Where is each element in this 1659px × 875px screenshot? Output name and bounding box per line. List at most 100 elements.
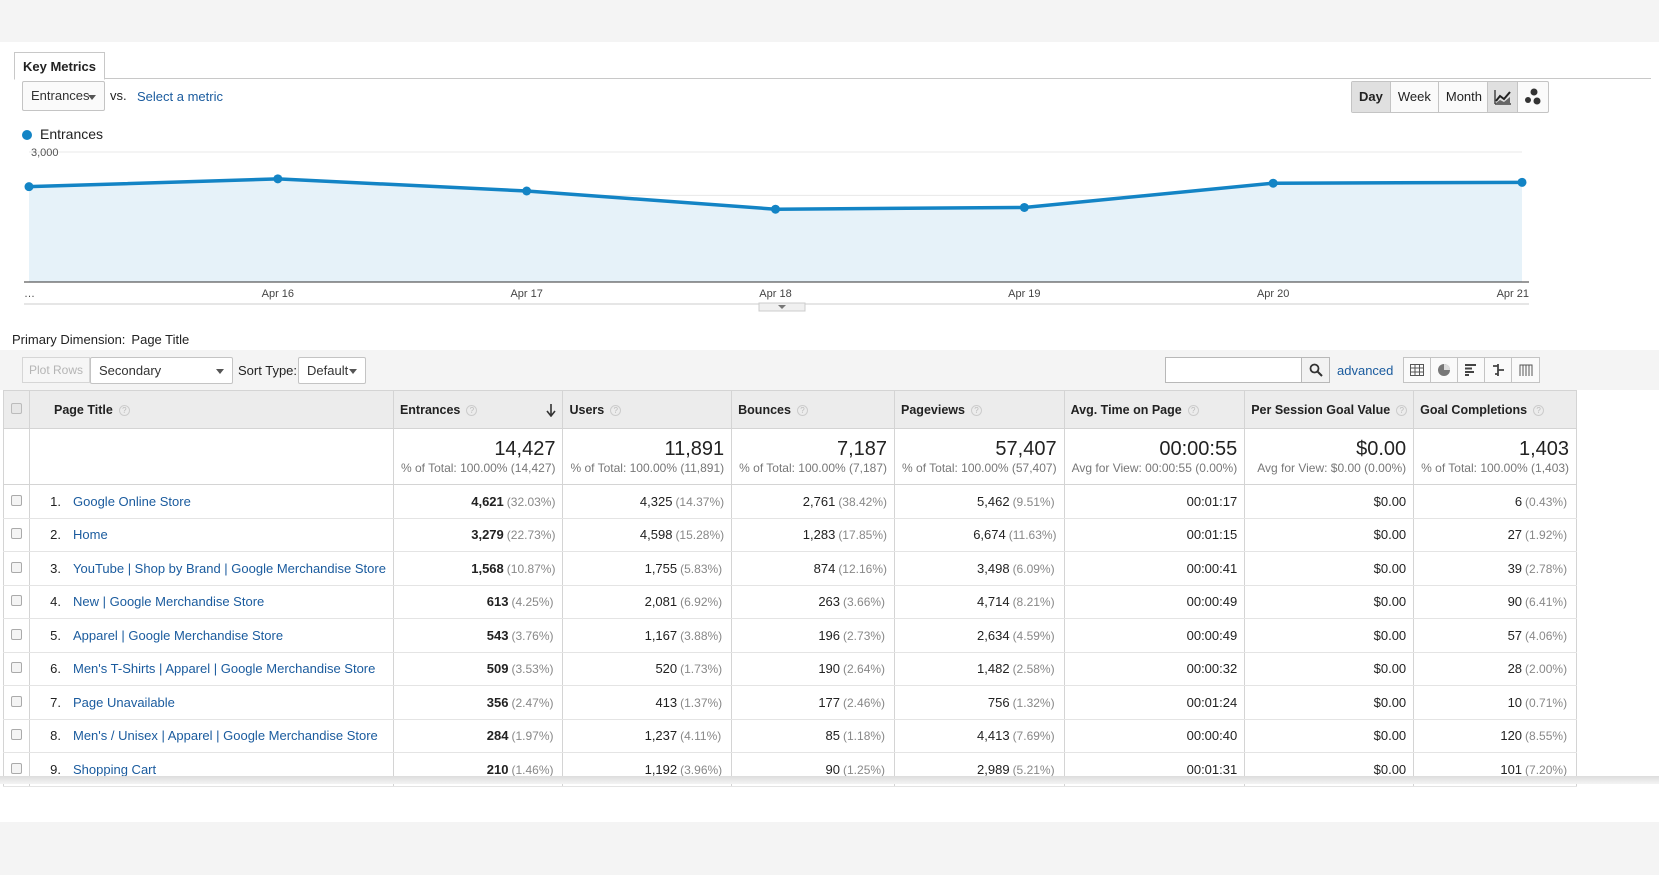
sort-down-arrow-icon <box>546 403 557 417</box>
pageviews-cell: 4,413 (7.69%) <box>894 719 1065 753</box>
data-point <box>771 204 780 214</box>
select-metric-link[interactable]: Select a metric <box>137 89 223 104</box>
primary-dimension-value[interactable]: Page Title <box>131 332 190 347</box>
users-cell: 413 (1.37%) <box>562 685 733 720</box>
table-row[interactable]: 2. Home 3,279 (22.73%) 4,598 (15.28%) 1,283 (17… <box>3 518 1578 552</box>
row-checkbox[interactable] <box>3 685 30 720</box>
help-icon[interactable]: ? <box>118 404 130 416</box>
performance-icon[interactable] <box>1458 358 1485 382</box>
line-chart-icon[interactable] <box>1488 82 1518 112</box>
users-value: 4,325 <box>639 493 673 509</box>
row-checkbox[interactable] <box>3 652 30 686</box>
goal-completions-cell: 27 (1.92%) <box>1413 518 1578 552</box>
page-title-link[interactable]: Men's T-Shirts | Apparel | Google Mercha… <box>73 661 376 677</box>
page-title-link[interactable]: YouTube | Shop by Brand | Google Merchan… <box>73 560 386 576</box>
goal-completions-pct: (6.41%) <box>1525 595 1568 610</box>
entrances-value: 543 <box>486 627 509 643</box>
bounces-pct: (12.16%) <box>838 561 888 576</box>
month-button[interactable]: Month <box>1445 89 1482 104</box>
help-icon[interactable]: ? <box>796 404 808 416</box>
help-icon[interactable]: ? <box>610 404 622 416</box>
users-value: 2,081 <box>644 594 678 610</box>
goal-completions-cell: 120 (8.55%) <box>1413 719 1578 753</box>
goal-completions-value: 28 <box>1507 661 1523 677</box>
row-checkbox[interactable] <box>3 518 30 552</box>
page-title-link[interactable]: Shopping Cart <box>73 761 157 777</box>
row-checkbox[interactable] <box>3 585 30 619</box>
pageviews-value: 3,498 <box>977 560 1010 576</box>
pageviews-pct: (2.58%) <box>1012 662 1055 677</box>
avg-time-cell: 00:00:32 <box>1063 652 1246 686</box>
table-search <box>1165 357 1330 383</box>
table-row[interactable]: 5. Apparel | Google Merchandise Store 543(… <box>3 618 1578 653</box>
goal-value-cell: $0.00 <box>1244 685 1415 720</box>
table-row[interactable]: 3. YouTube | Shop by Brand | Google Merch… <box>3 551 1578 586</box>
row-checkbox[interactable] <box>3 719 30 753</box>
page-title-link[interactable]: Men's / Unisex | Apparel | Google Mercha… <box>73 728 378 744</box>
col-header-page-title[interactable]: Page Title? <box>29 390 394 429</box>
metric-select-value: Entrances <box>31 88 90 103</box>
week-button[interactable]: Week <box>1391 82 1439 112</box>
table-row[interactable]: 1. Google Online Store 4,621 (32.03%) 4,325(… <box>3 484 1578 519</box>
advanced-filter-link[interactable]: advanced <box>1337 363 1394 378</box>
col-header-entrances[interactable]: Entrances? <box>392 390 564 429</box>
table-row[interactable]: 4. New | Google Merchandise Store 613 (4.25… <box>3 585 1578 619</box>
users-pct: (1.37%) <box>680 695 723 710</box>
goal-completions-value: 90 <box>1507 594 1523 610</box>
sort-type-select[interactable]: Default <box>298 357 366 384</box>
comparison-icon[interactable] <box>1485 358 1512 382</box>
bounces-pct: (1.25%) <box>843 762 886 777</box>
search-icon[interactable] <box>1301 358 1329 382</box>
row-checkbox[interactable] <box>3 551 30 586</box>
col-header-users[interactable]: Users? <box>562 390 733 429</box>
chart-legend: Entrances <box>22 126 103 142</box>
table-row[interactable]: 8. Men's / Unisex | Apparel | Google Merc… <box>3 719 1578 753</box>
col-header-goal-value[interactable]: Per Session Goal Value? <box>1244 390 1415 429</box>
col-header-goal-completions[interactable]: Goal Completions? <box>1413 390 1578 429</box>
legend-dot <box>22 130 32 140</box>
chevron-down-icon <box>216 369 224 374</box>
entrances-cell: 543 (3.76%) <box>392 618 564 653</box>
page-title-link[interactable]: Apparel | Google Merchandise Store <box>73 627 284 643</box>
col-header-bounces[interactable]: Bounces? <box>731 390 896 429</box>
series-area <box>29 178 1522 282</box>
entrances-pct: (32.03%) <box>506 494 556 509</box>
vs-label: vs. <box>110 88 127 103</box>
metric-select[interactable]: Entrances <box>22 81 105 111</box>
pivot-icon[interactable] <box>1512 358 1539 382</box>
pie-chart-icon[interactable] <box>1431 358 1458 382</box>
table-row[interactable]: 7. Page Unavailable 356 (2.47%) 413 (1.37%) 17… <box>3 685 1578 720</box>
help-icon[interactable]: ? <box>1187 404 1199 416</box>
goal-completions-pct: (2.78%) <box>1525 561 1568 576</box>
page-title-link[interactable]: Page Unavailable <box>73 694 175 710</box>
help-icon[interactable]: ? <box>466 404 478 416</box>
help-icon[interactable]: ? <box>1533 404 1545 416</box>
select-all-checkbox[interactable] <box>3 390 30 429</box>
secondary-dimension-select[interactable]: Secondary dimension <box>90 357 233 403</box>
entrances-pct: (10.87%) <box>506 561 556 576</box>
row-index: 7. <box>50 694 61 710</box>
col-header-avg-time[interactable]: Avg. Time on Page? <box>1063 390 1246 429</box>
col-header-pageviews[interactable]: Pageviews? <box>894 390 1065 429</box>
page-title-link[interactable]: New | Google Merchandise Store <box>73 594 265 610</box>
help-icon[interactable]: ? <box>970 404 982 416</box>
page-title-link[interactable]: Google Online Store <box>73 493 191 509</box>
help-icon[interactable]: ? <box>1396 404 1408 416</box>
plot-rows-button[interactable]: Plot Rows <box>22 357 91 383</box>
avg-time-cell: 00:00:40 <box>1063 719 1246 753</box>
data-table-icon[interactable] <box>1404 358 1431 382</box>
search-input[interactable] <box>1169 359 1303 381</box>
users-cell: 520 (1.73%) <box>562 652 733 686</box>
row-checkbox[interactable] <box>3 484 30 519</box>
bounces-value: 1,283 <box>802 527 836 543</box>
page-title-link[interactable]: Home <box>73 527 108 543</box>
table-row[interactable]: 6. Men's T-Shirts | Apparel | Google Merc… <box>3 652 1578 686</box>
bounces-cell: 1,283 (17.85%) <box>731 518 896 552</box>
panel-bottom-edge <box>0 776 1659 784</box>
data-table: Page Title? Entrances? Users? Bounces? P… <box>3 390 1578 787</box>
day-button[interactable]: Day <box>1352 82 1391 112</box>
row-checkbox[interactable] <box>3 618 30 653</box>
motion-chart-icon[interactable] <box>1518 82 1548 112</box>
users-cell: 4,598 (15.28%) <box>562 518 733 552</box>
tab-key-metrics[interactable]: Key Metrics <box>14 52 105 80</box>
